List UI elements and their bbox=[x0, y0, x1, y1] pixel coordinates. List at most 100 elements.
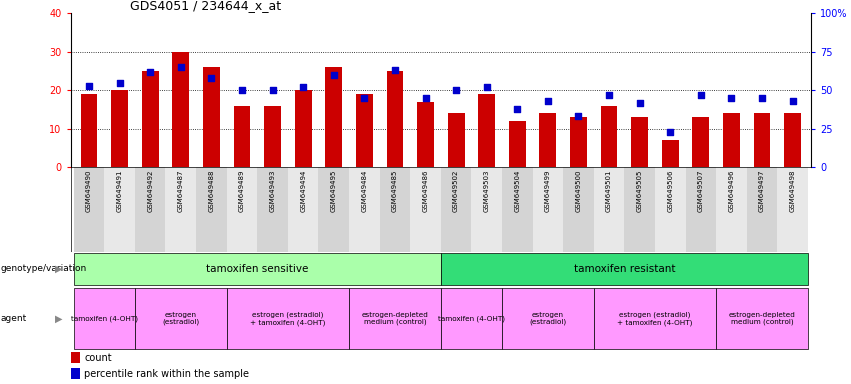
Bar bbox=[747, 167, 777, 252]
Point bbox=[83, 83, 96, 89]
Bar bbox=[81, 94, 97, 167]
Text: GSM649499: GSM649499 bbox=[545, 170, 551, 212]
Bar bbox=[631, 117, 648, 167]
Text: estrogen
(estradiol): estrogen (estradiol) bbox=[163, 312, 199, 325]
Point bbox=[755, 95, 768, 101]
Bar bbox=[686, 167, 717, 252]
Text: tamoxifen sensitive: tamoxifen sensitive bbox=[206, 264, 308, 274]
Text: GSM649502: GSM649502 bbox=[453, 170, 460, 212]
Bar bbox=[693, 117, 709, 167]
Bar bbox=[662, 140, 679, 167]
Text: GSM649486: GSM649486 bbox=[422, 170, 429, 212]
Point bbox=[664, 129, 677, 135]
Text: estrogen
(estradiol): estrogen (estradiol) bbox=[529, 312, 567, 325]
Point bbox=[143, 69, 157, 75]
Bar bbox=[111, 90, 128, 167]
Text: agent: agent bbox=[1, 314, 27, 323]
Bar bbox=[226, 167, 257, 252]
Bar bbox=[777, 167, 808, 252]
Text: genotype/variation: genotype/variation bbox=[1, 264, 87, 273]
Point bbox=[266, 87, 279, 93]
Text: GSM649494: GSM649494 bbox=[300, 170, 306, 212]
Point bbox=[480, 84, 494, 90]
Bar bbox=[74, 167, 105, 252]
Text: estrogen-depleted
medium (control): estrogen-depleted medium (control) bbox=[362, 312, 428, 325]
Bar bbox=[570, 117, 587, 167]
Bar bbox=[142, 71, 158, 167]
Text: tamoxifen (4-OHT): tamoxifen (4-OHT) bbox=[71, 315, 138, 322]
Point bbox=[511, 106, 524, 112]
Text: estrogen (estradiol)
+ tamoxifen (4-OHT): estrogen (estradiol) + tamoxifen (4-OHT) bbox=[250, 311, 326, 326]
Text: GSM649497: GSM649497 bbox=[759, 170, 765, 212]
Point bbox=[449, 87, 463, 93]
Text: estrogen-depleted
medium (control): estrogen-depleted medium (control) bbox=[728, 312, 796, 325]
Bar bbox=[349, 288, 441, 349]
Bar bbox=[563, 167, 594, 252]
Text: tamoxifen resistant: tamoxifen resistant bbox=[574, 264, 675, 274]
Point bbox=[541, 98, 555, 104]
Bar bbox=[233, 106, 250, 167]
Bar bbox=[723, 113, 740, 167]
Text: GSM649493: GSM649493 bbox=[270, 170, 276, 212]
Text: ▶: ▶ bbox=[54, 264, 62, 274]
Bar bbox=[196, 167, 226, 252]
Point bbox=[388, 67, 402, 73]
Bar bbox=[448, 113, 465, 167]
Text: percentile rank within the sample: percentile rank within the sample bbox=[84, 369, 249, 379]
Text: GSM649503: GSM649503 bbox=[483, 170, 489, 212]
Bar bbox=[441, 253, 808, 285]
Bar bbox=[288, 167, 318, 252]
Bar bbox=[74, 253, 441, 285]
Bar bbox=[134, 167, 165, 252]
Bar bbox=[71, 368, 80, 379]
Bar bbox=[533, 167, 563, 252]
Bar bbox=[655, 167, 686, 252]
Bar bbox=[165, 167, 196, 252]
Text: GSM649501: GSM649501 bbox=[606, 170, 612, 212]
Text: GSM649495: GSM649495 bbox=[331, 170, 337, 212]
Bar bbox=[264, 106, 281, 167]
Text: GSM649505: GSM649505 bbox=[637, 170, 643, 212]
Bar bbox=[325, 67, 342, 167]
Bar bbox=[509, 121, 526, 167]
Bar bbox=[717, 167, 747, 252]
Bar bbox=[134, 288, 226, 349]
Text: GSM649492: GSM649492 bbox=[147, 170, 153, 212]
Bar bbox=[785, 113, 801, 167]
Bar bbox=[717, 288, 808, 349]
Text: count: count bbox=[84, 353, 111, 362]
Bar bbox=[356, 94, 373, 167]
Bar bbox=[754, 113, 770, 167]
Bar bbox=[74, 288, 134, 349]
Text: GDS4051 / 234644_x_at: GDS4051 / 234644_x_at bbox=[130, 0, 281, 12]
Point bbox=[419, 95, 432, 101]
Point bbox=[725, 95, 739, 101]
Point bbox=[633, 99, 647, 106]
Bar bbox=[417, 102, 434, 167]
Point bbox=[296, 84, 310, 90]
Bar bbox=[441, 167, 471, 252]
Text: GSM649507: GSM649507 bbox=[698, 170, 704, 212]
Text: GSM649484: GSM649484 bbox=[362, 170, 368, 212]
Bar bbox=[594, 288, 717, 349]
Bar bbox=[625, 167, 655, 252]
Bar bbox=[105, 167, 134, 252]
Text: GSM649500: GSM649500 bbox=[575, 170, 581, 212]
Point bbox=[357, 95, 371, 101]
Bar bbox=[386, 71, 403, 167]
Text: GSM649506: GSM649506 bbox=[667, 170, 673, 212]
Text: GSM649491: GSM649491 bbox=[117, 170, 123, 212]
Bar bbox=[226, 288, 349, 349]
Text: GSM649504: GSM649504 bbox=[514, 170, 520, 212]
Bar bbox=[540, 113, 557, 167]
Bar bbox=[601, 106, 618, 167]
Point bbox=[235, 87, 248, 93]
Text: GSM649496: GSM649496 bbox=[728, 170, 734, 212]
Bar bbox=[471, 167, 502, 252]
Point bbox=[572, 113, 585, 119]
Text: GSM649488: GSM649488 bbox=[208, 170, 214, 212]
Text: estrogen (estradiol)
+ tamoxifen (4-OHT): estrogen (estradiol) + tamoxifen (4-OHT) bbox=[617, 311, 693, 326]
Bar bbox=[410, 167, 441, 252]
Point bbox=[603, 92, 616, 98]
Text: GSM649487: GSM649487 bbox=[178, 170, 184, 212]
